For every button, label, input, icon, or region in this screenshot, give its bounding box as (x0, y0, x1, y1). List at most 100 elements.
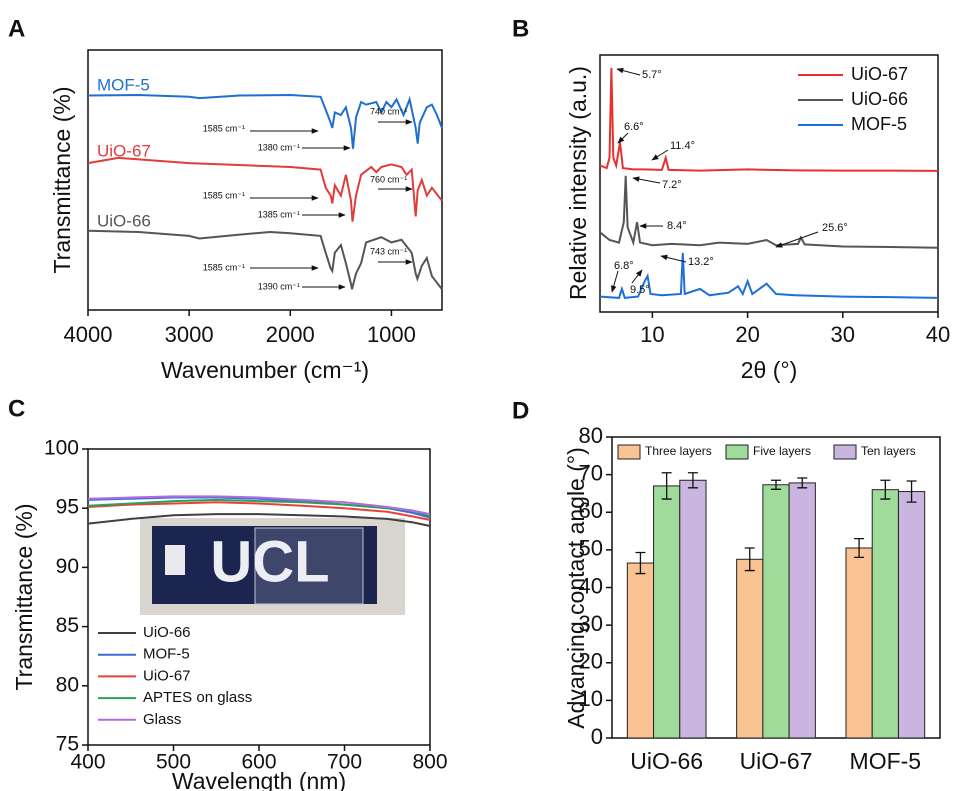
annotation: 11.4° (670, 140, 695, 152)
bar (626, 562, 655, 739)
x-axis-title: 2θ (°) (741, 357, 798, 383)
x-tick-label: 800 (412, 751, 447, 774)
legend-label: MOF-5 (143, 646, 190, 663)
y-tick-label: 60 (579, 498, 603, 523)
y-tick-label: 80 (579, 423, 603, 448)
annotation: 1585 cm⁻¹ (203, 190, 245, 200)
annotation: 13.2° (688, 256, 714, 268)
legend-label: UiO-66 (143, 624, 191, 641)
annotation-arrow (611, 270, 619, 293)
series-line (87, 513, 431, 527)
x-tick-label: 700 (327, 751, 362, 774)
annotation-arrow (651, 149, 669, 161)
panel-label: C (8, 395, 25, 422)
inset-photo: UCL (140, 518, 405, 615)
panel-label: A (8, 15, 25, 42)
y-axis-title: Relative intensity (a.u.) (565, 66, 591, 300)
y-tick-label: 95 (56, 496, 79, 519)
annotation: 743 cm⁻¹ (370, 246, 407, 256)
annotation-arrow (660, 254, 687, 263)
bar (762, 484, 790, 739)
error-bar (687, 472, 698, 489)
panel: A Wavenumber (cm⁻¹) Transmittance (%) 4000 3… (8, 15, 443, 383)
x-tick-label: 600 (241, 751, 276, 774)
x-tick-label: UiO-66 (630, 748, 703, 774)
annotation: 760 cm⁻¹ (370, 174, 407, 184)
legend-label: Ten layers (861, 444, 916, 458)
series-line (87, 496, 431, 519)
annotation: 7.2° (662, 179, 682, 191)
error-bar (635, 551, 646, 575)
y-tick-label: 20 (579, 649, 603, 674)
legend-label: Glass (143, 711, 181, 728)
y-tick-label: 30 (579, 611, 603, 636)
annotation: 1585 cm⁻¹ (203, 123, 245, 133)
panel: B 2θ (°) Relative intensity (a.u.) 10 20 30 40… (512, 15, 950, 383)
legend-label: UiO-67 (143, 667, 191, 684)
annotation: 1380 cm⁻¹ (258, 142, 300, 152)
legend-swatch (617, 444, 641, 460)
bar (788, 482, 816, 739)
y-tick-label: 85 (56, 614, 79, 637)
x-axis-title: Wavenumber (cm⁻¹) (161, 357, 369, 383)
x-tick-label: 500 (156, 751, 191, 774)
series-line (599, 252, 939, 299)
y-tick-label: 90 (56, 555, 79, 578)
panel-label: D (512, 397, 529, 424)
series-line (87, 495, 431, 516)
x-tick-label: 40 (926, 322, 950, 347)
x-tick-label: 400 (70, 751, 105, 774)
annotation: 1390 cm⁻¹ (258, 281, 300, 291)
annotation: 6.8° (614, 260, 634, 272)
photo-text: UCL (210, 529, 329, 594)
legend-label: Three layers (645, 444, 712, 458)
annotation: 740 cm⁻¹ (370, 106, 407, 116)
panel: C Wavelength (nm) Transmittance (%) 400 500 6… (8, 395, 448, 791)
y-tick-label: 70 (579, 460, 603, 485)
bar (871, 489, 899, 739)
series-label: UiO-66 (97, 211, 151, 230)
photo-sample (254, 527, 364, 605)
error-bar (661, 472, 672, 500)
series-label: UiO-67 (97, 141, 151, 160)
x-tick-label: 4000 (64, 322, 113, 347)
series-line (599, 67, 939, 172)
y-axis-title: Transmittance (%) (49, 86, 75, 273)
annotation: 25.6° (822, 222, 848, 234)
error-bar (906, 480, 917, 503)
y-tick-label: 10 (579, 686, 603, 711)
plot-frame (599, 54, 939, 313)
bar (653, 485, 681, 739)
annotation-arrow (631, 269, 643, 284)
photo-banner (152, 526, 377, 604)
annotation: 8.4° (667, 220, 687, 232)
legend-label: UiO-66 (851, 89, 908, 109)
error-bar (797, 477, 808, 489)
plot-frame (87, 49, 443, 311)
series-label: MOF-5 (97, 75, 150, 94)
series-line (87, 93, 443, 149)
y-tick-label: 0 (591, 724, 603, 749)
panel-label: B (512, 15, 529, 42)
y-axis-title: Advancing contact angle (°) (563, 447, 589, 729)
legend-swatch (833, 444, 857, 460)
series-line (599, 175, 939, 249)
x-tick-label: 10 (640, 322, 664, 347)
x-tick-label: 3000 (165, 322, 214, 347)
x-tick-label: 30 (831, 322, 855, 347)
x-tick-label: UiO-67 (740, 748, 813, 774)
bar (897, 491, 926, 739)
bar (736, 558, 764, 739)
legend-label: MOF-5 (851, 114, 907, 134)
bar (679, 479, 707, 739)
series-line (87, 229, 443, 290)
y-tick-label: 50 (579, 536, 603, 561)
x-tick-label: 20 (735, 322, 759, 347)
panel: D Advancing contact angle (°)0 10 20 30 40 50 6… (512, 397, 941, 774)
y-tick-label: 40 (579, 573, 603, 598)
annotation-arrow (616, 67, 641, 76)
legend-label: UiO-67 (851, 64, 908, 84)
legend-label: APTES on glass (143, 689, 252, 706)
annotation: 5.7° (642, 69, 662, 81)
